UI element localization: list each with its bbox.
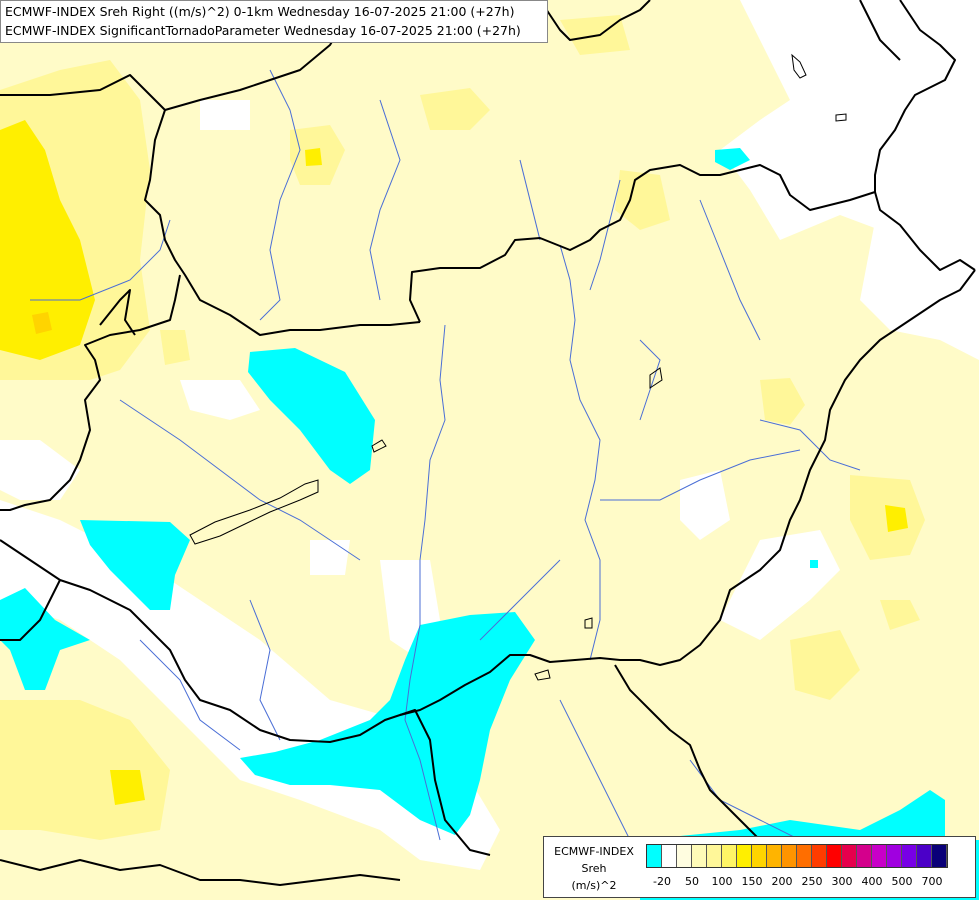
color-legend: ECMWF-INDEX Sreh (m/s)^2 -20 50 100 150 200 2… <box>543 836 976 898</box>
legend-swatch <box>857 845 872 867</box>
legend-swatch <box>662 845 677 867</box>
legend-tick-label: 500 <box>891 875 913 888</box>
legend-swatches <box>646 844 948 868</box>
sreh-orange-spot <box>32 312 52 334</box>
legend-swatch <box>797 845 812 867</box>
legend-swatch <box>707 845 722 867</box>
legend-title-variable: Sreh <box>581 862 607 875</box>
legend-swatch <box>872 845 887 867</box>
rivers <box>30 69 861 861</box>
legend-swatch <box>647 845 662 867</box>
legend-swatch <box>932 845 947 867</box>
title-line-stp: ECMWF-INDEX SignificantTornadoParameter … <box>5 23 521 38</box>
legend-title-source: ECMWF-INDEX <box>554 845 634 858</box>
legend-swatch <box>842 845 857 867</box>
legend-swatch <box>767 845 782 867</box>
sreh-yellow-regions <box>0 15 925 840</box>
legend-swatch <box>677 845 692 867</box>
legend-swatch <box>737 845 752 867</box>
legend-title-unit: (m/s)^2 <box>571 879 617 892</box>
legend-tick-label: 150 <box>741 875 763 888</box>
legend-swatch <box>722 845 737 867</box>
legend-tick-label: 50 <box>685 875 699 888</box>
title-line-sreh: ECMWF-INDEX Sreh Right ((m/s)^2) 0-1km W… <box>5 4 515 19</box>
legend-swatch <box>812 845 827 867</box>
legend-tick-label: 300 <box>831 875 853 888</box>
legend-swatch <box>887 845 902 867</box>
legend-tick-label: 400 <box>861 875 883 888</box>
legend-swatch <box>917 845 932 867</box>
legend-tick-label: 100 <box>711 875 733 888</box>
legend-swatch <box>752 845 767 867</box>
legend-swatch <box>692 845 707 867</box>
legend-swatch <box>782 845 797 867</box>
legend-swatch <box>902 845 917 867</box>
legend-swatch <box>827 845 842 867</box>
legend-tick-label: -20 <box>653 875 671 888</box>
lakes <box>189 53 847 681</box>
map-title-box: ECMWF-INDEX Sreh Right ((m/s)^2) 0-1km W… <box>0 0 548 43</box>
legend-tick-label: 200 <box>771 875 793 888</box>
legend-tick-label: 700 <box>921 875 943 888</box>
legend-tick-label: 250 <box>801 875 823 888</box>
